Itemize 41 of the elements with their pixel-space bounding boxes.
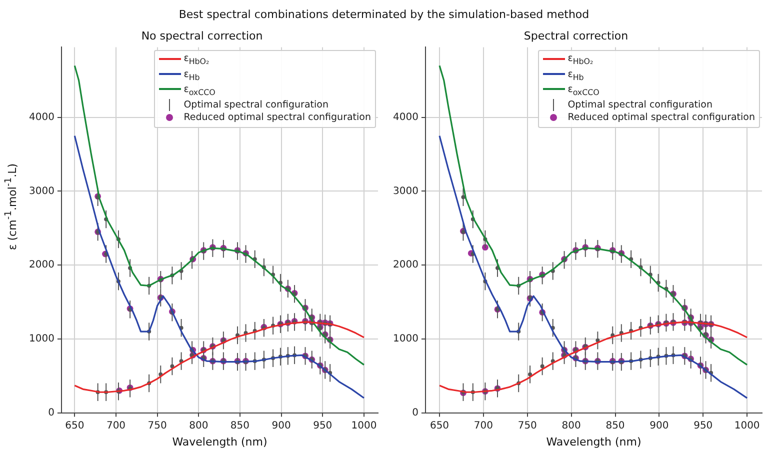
x-tick-label: 850 — [606, 420, 625, 432]
y-tick-label: 2000 — [392, 260, 418, 271]
x-tick-label: 650 — [430, 420, 450, 432]
legend-label: ε$_{Hb}$ — [184, 68, 200, 82]
x-tick-label: 700 — [106, 420, 126, 432]
x-tick-label: 750 — [518, 420, 537, 432]
legend-label: Reduced optimal spectral configuration — [568, 112, 755, 124]
x-tick-label: 950 — [694, 420, 713, 432]
x-axis-title: Wavelength (nm) — [546, 435, 642, 448]
x-tick-label: 1000 — [734, 420, 760, 432]
x-tick-label: 900 — [272, 420, 291, 432]
chart-title: Spectral correction — [524, 29, 628, 42]
text: Best spectral combinations determinated by the simulation-based method — [178, 8, 590, 20]
y-tick-label: 3000 — [28, 186, 54, 197]
y-tick-label: 2000 — [28, 260, 54, 271]
x-tick-label: 650 — [65, 420, 84, 432]
x-axis-title: Wavelength (nm) — [172, 435, 268, 448]
legend-label: ε$_{HbO₂}$ — [568, 53, 594, 66]
y-tick-label: 0 — [48, 407, 54, 418]
y-tick-label: 4000 — [28, 112, 54, 123]
y-tick-label: 3000 — [392, 186, 418, 197]
x-tick-label: 1000 — [351, 420, 377, 432]
x-tick-label: 900 — [650, 420, 669, 432]
legend-label: Optimal spectral configuration — [568, 100, 712, 111]
legend-label: ε$_{HbO₂}$ — [184, 53, 210, 66]
chart-title: No spectral correction — [141, 29, 263, 42]
x-tick-label: 950 — [313, 420, 332, 432]
x-tick-label: 700 — [474, 420, 493, 432]
y-tick-label: 4000 — [392, 112, 418, 123]
legend-label: ε$_{oxCCO}$ — [568, 84, 600, 97]
x-tick-label: 800 — [562, 420, 581, 432]
legend-label: Optimal spectral configuration — [184, 100, 328, 111]
x-tick-label: 850 — [230, 420, 250, 432]
x-tick-label: 800 — [189, 420, 208, 432]
legend-label: ε$_{oxCCO}$ — [184, 84, 216, 97]
x-tick-label: 750 — [148, 420, 167, 432]
y-tick-label: 0 — [412, 407, 418, 418]
y-tick-label: 1000 — [28, 334, 54, 345]
y-tick-label: 1000 — [392, 334, 418, 345]
legend-label: ε$_{Hb}$ — [568, 68, 584, 82]
legend-label: Reduced optimal spectral configuration — [184, 112, 371, 124]
